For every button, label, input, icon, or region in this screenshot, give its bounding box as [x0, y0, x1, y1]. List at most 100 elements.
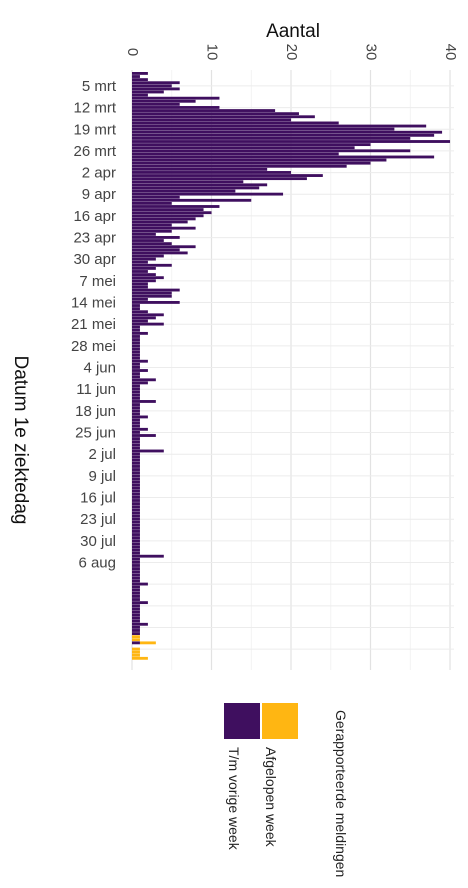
bar-previous: [132, 427, 148, 431]
bar-previous: [132, 251, 188, 255]
bar-previous: [132, 347, 140, 351]
bar-previous: [132, 192, 284, 196]
bar-previous: [132, 514, 140, 518]
bar-previous: [132, 465, 140, 468]
bar-previous: [132, 146, 355, 150]
bar-previous: [132, 183, 268, 187]
bar-previous: [132, 430, 140, 434]
bar-previous: [132, 121, 339, 125]
bar-previous: [132, 499, 140, 502]
bars-layer: [132, 72, 451, 660]
bar-previous: [132, 211, 212, 215]
bar-previous: [132, 226, 196, 230]
bar-previous: [132, 164, 347, 168]
bar-previous: [132, 533, 140, 536]
bar-previous: [132, 127, 395, 131]
bar-previous: [132, 75, 140, 78]
bar-lastweek: [132, 656, 148, 660]
bar-lastweek: [132, 635, 140, 639]
bar-previous: [132, 263, 172, 267]
bar-previous: [132, 266, 156, 270]
bar-previous: [132, 604, 140, 608]
date-tick-labels: 5 mrt 12 mrt 19 mrt 26 mrt 2 apr 9 apr 16 apr 2…: [71, 78, 117, 572]
bar-previous: [132, 214, 204, 218]
bar-previous: [132, 585, 140, 589]
y-axis-title: Datum 1e ziektedag: [10, 356, 31, 525]
bar-previous: [132, 288, 180, 292]
bar-previous: [132, 205, 220, 208]
bar-previous: [132, 229, 172, 233]
bar-previous: [132, 523, 140, 527]
bar-previous: [132, 341, 140, 345]
bar-previous: [132, 579, 140, 583]
bar-previous: [132, 536, 140, 540]
bar-previous: [132, 331, 148, 335]
bar-previous: [132, 236, 180, 239]
bar-previous: [132, 486, 140, 490]
bar-previous: [132, 424, 140, 428]
bar-previous: [132, 607, 140, 611]
bar-previous: [132, 616, 140, 620]
bar-previous: [132, 591, 140, 595]
date-tick-label: 12 mrt: [73, 100, 116, 117]
bar-previous: [132, 158, 387, 162]
bar-previous: [132, 72, 148, 75]
date-tick-label: 16 apr: [73, 208, 116, 225]
bar-previous: [132, 328, 140, 332]
bar-previous: [132, 526, 140, 530]
bar-previous: [132, 440, 140, 444]
bar-previous: [132, 409, 140, 413]
bar-previous: [132, 133, 435, 137]
bar-previous: [132, 353, 140, 357]
bar-previous: [132, 282, 148, 286]
bar-previous: [132, 421, 140, 425]
date-tick-label: 25 jun: [75, 425, 116, 442]
bar-previous: [132, 285, 148, 289]
bar-previous: [132, 619, 140, 623]
bar-previous: [132, 217, 196, 221]
bar-previous: [132, 291, 172, 295]
bar-previous: [132, 468, 140, 471]
bar-previous: [132, 375, 140, 379]
bar-previous: [132, 601, 148, 605]
bar-previous: [132, 143, 371, 147]
bar-previous: [132, 564, 140, 567]
bar-previous: [132, 344, 140, 348]
bar-previous: [132, 483, 140, 487]
bar-previous: [132, 322, 164, 326]
date-tick-label: 21 mei: [71, 316, 116, 333]
bar-previous: [132, 403, 140, 406]
bar-previous: [132, 335, 140, 338]
date-tick-label: 23 apr: [73, 230, 116, 247]
bar-previous: [132, 304, 140, 307]
bar-previous: [132, 186, 260, 190]
bar-previous: [132, 437, 140, 441]
x-tick-label: 0: [124, 48, 141, 56]
bar-previous: [132, 474, 140, 478]
bar-previous: [132, 338, 140, 341]
x-tick-labels: 0 10 20 30 40: [124, 44, 459, 61]
legend-swatch-lastweek: [262, 703, 298, 739]
bar-previous: [132, 257, 156, 261]
bar-previous: [132, 613, 140, 617]
bar-previous: [132, 492, 140, 496]
date-tick-label: 26 mrt: [73, 143, 116, 160]
bar-previous: [132, 539, 140, 543]
bar-previous: [132, 84, 172, 88]
bar-previous: [132, 260, 148, 264]
bar-previous: [132, 480, 140, 484]
bar-previous: [132, 610, 140, 614]
bar-previous: [132, 495, 140, 499]
bar-previous: [132, 557, 140, 561]
bar-previous: [132, 443, 140, 447]
bar-previous: [132, 560, 140, 564]
legend: Gerapporteerde meldingen T/m vorige week…: [224, 703, 349, 877]
bar-previous: [132, 396, 140, 400]
bar-previous: [132, 297, 148, 301]
bar-lastweek: [139, 641, 156, 645]
bar-previous: [132, 415, 148, 419]
bar-previous: [132, 198, 252, 202]
bar-previous: [132, 632, 140, 635]
bar-previous: [132, 573, 140, 577]
bar-previous: [132, 517, 140, 521]
